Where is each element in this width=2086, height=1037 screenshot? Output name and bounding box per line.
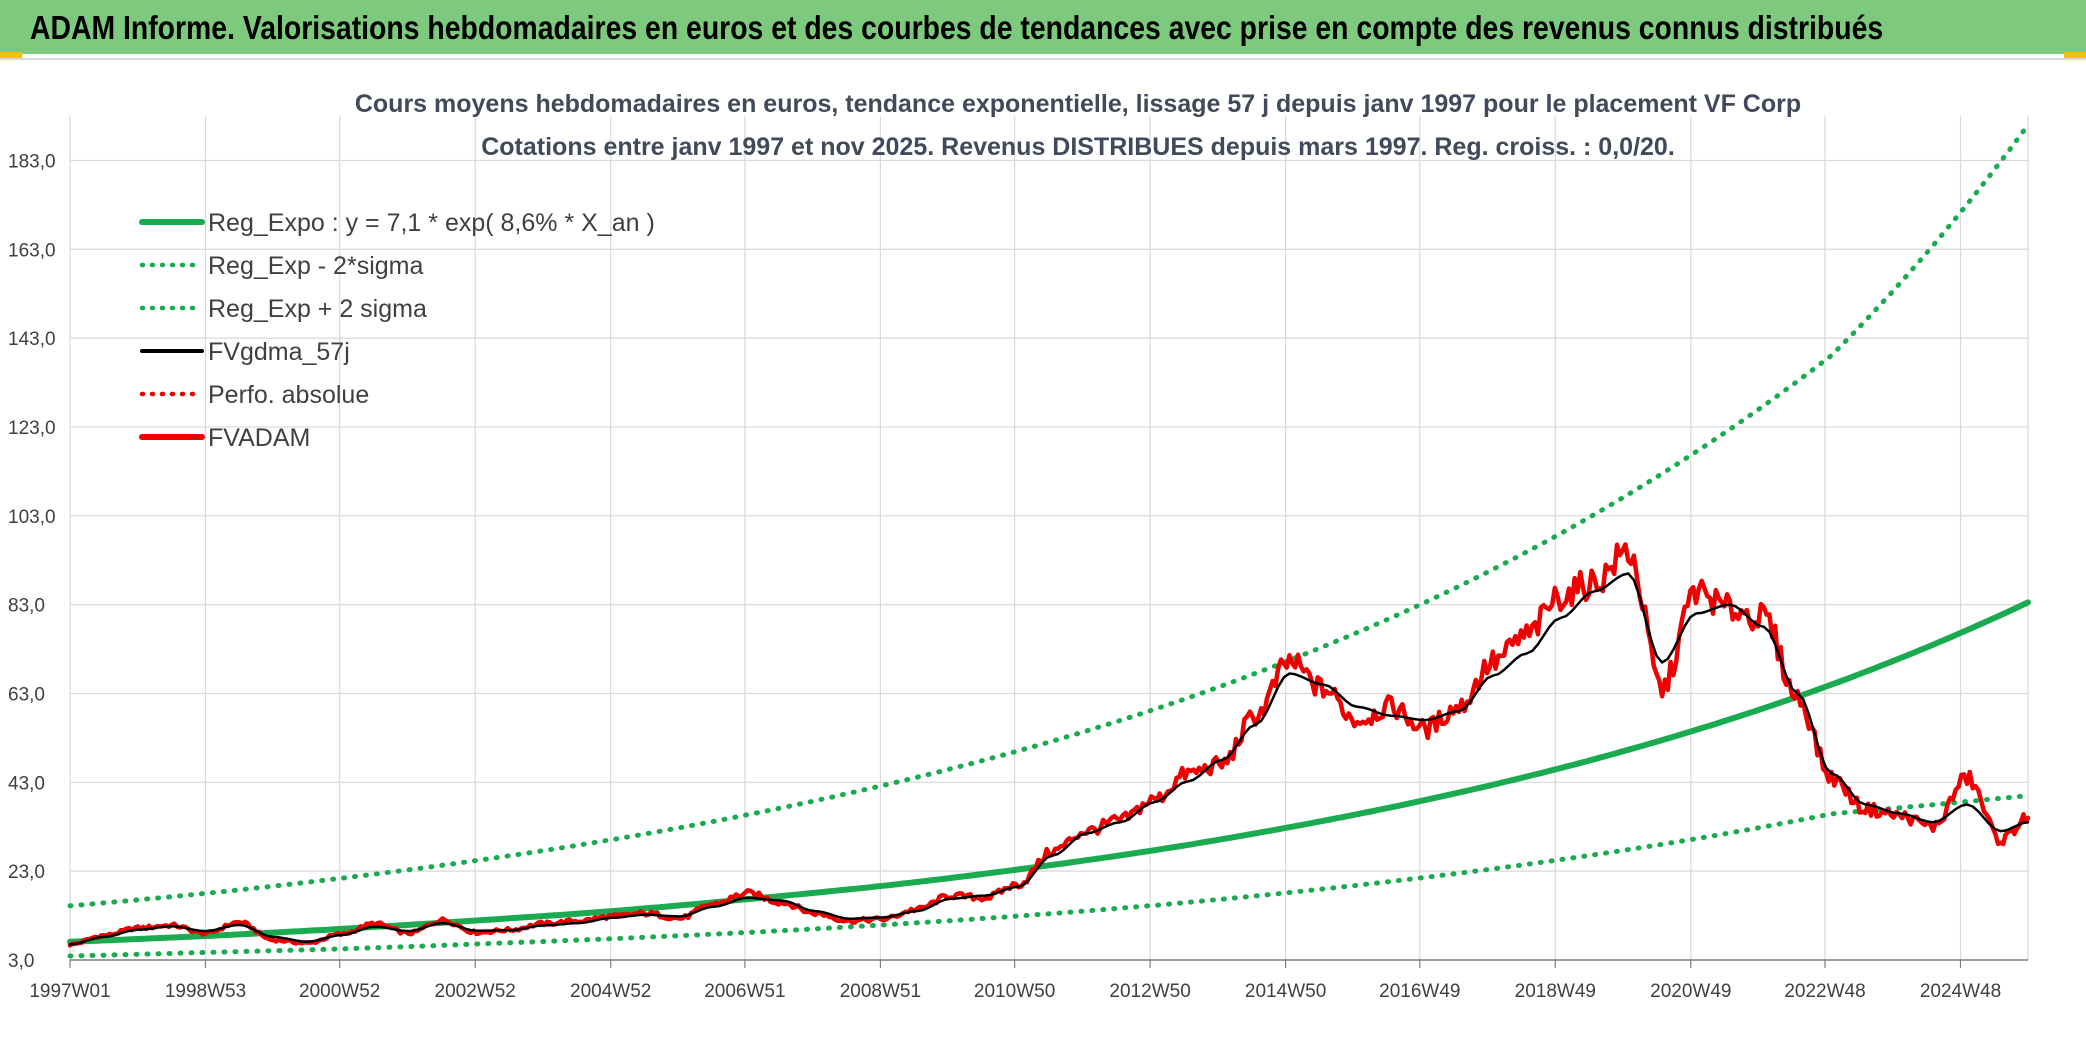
x-tick-label: 2018W49	[1515, 981, 1596, 1002]
chart-title-line-1: Cours moyens hebdomadaires en euros, ten…	[355, 90, 1801, 118]
x-tick-label: 2016W49	[1379, 981, 1460, 1002]
x-tick-label: 2014W50	[1245, 981, 1326, 1002]
report-title: ADAM Informe. Valorisations hebdomadaire…	[30, 9, 1884, 46]
series-reg-exp-minus-2sigma	[67, 793, 2031, 959]
x-tick-label: 1997W01	[29, 981, 110, 1002]
y-tick-label: 123,0	[8, 418, 56, 439]
y-tick-label: 103,0	[8, 507, 56, 528]
y-tick-label: 183,0	[8, 151, 56, 172]
y-tick-label: 163,0	[8, 240, 56, 261]
x-tick-label: 1998W53	[165, 981, 246, 1002]
legend-label: Reg_Exp - 2*sigma	[208, 252, 423, 280]
series-fvgdma-57j	[68, 572, 2030, 946]
y-tick-label: 3,0	[8, 951, 34, 972]
corner-mark-left	[0, 52, 22, 58]
legend-label: Perfo. absolue	[208, 381, 369, 409]
x-tick-label: 2006W51	[704, 981, 785, 1002]
report-banner: ADAM Informe. Valorisations hebdomadaire…	[0, 0, 2086, 54]
chart-frame	[0, 58, 2086, 1037]
x-tick-label: 2024W48	[1920, 981, 2001, 1002]
x-tick-label: 2012W50	[1109, 981, 1190, 1002]
y-tick-label: 143,0	[8, 329, 56, 350]
x-tick-label: 2022W48	[1784, 981, 1865, 1002]
x-tick-label: 2004W52	[570, 981, 651, 1002]
legend-label: FVADAM	[208, 424, 310, 452]
chart-axes: 3,0 23,0 43,0 63,0 83,0 103,0 123,0 143,0 163,0 1…	[8, 151, 2028, 1002]
legend-label: Reg_Exp + 2 sigma	[208, 295, 427, 323]
x-tick-label: 2002W52	[435, 981, 516, 1002]
y-tick-label: 83,0	[8, 596, 45, 617]
legend-label: FVgdma_57j	[208, 338, 350, 366]
x-tick-label: 2000W52	[299, 981, 380, 1002]
x-tick-label: 2010W50	[974, 981, 1055, 1002]
series-reg-expo	[67, 599, 2031, 945]
y-tick-label: 43,0	[8, 773, 45, 794]
y-tick-label: 23,0	[8, 862, 45, 883]
series-reg-exp-plus-2sigma	[67, 122, 2031, 909]
chart-series	[67, 122, 2031, 959]
chart-title-line-2: Cotations entre janv 1997 et nov 2025. R…	[481, 133, 1675, 161]
y-tick-label: 63,0	[8, 684, 45, 705]
legend-label: Reg_Expo : y = 7,1 * exp( 8,6% * X_an )	[208, 209, 655, 237]
x-tick-label: 2008W51	[840, 981, 921, 1002]
corner-mark-right	[2064, 52, 2086, 58]
x-tick-label: 2020W49	[1650, 981, 1731, 1002]
chart-legend: Reg_Expo : y = 7,1 * exp( 8,6% * X_an ) R…	[139, 209, 655, 452]
chart-title: Cours moyens hebdomadaires en euros, ten…	[355, 90, 1801, 161]
